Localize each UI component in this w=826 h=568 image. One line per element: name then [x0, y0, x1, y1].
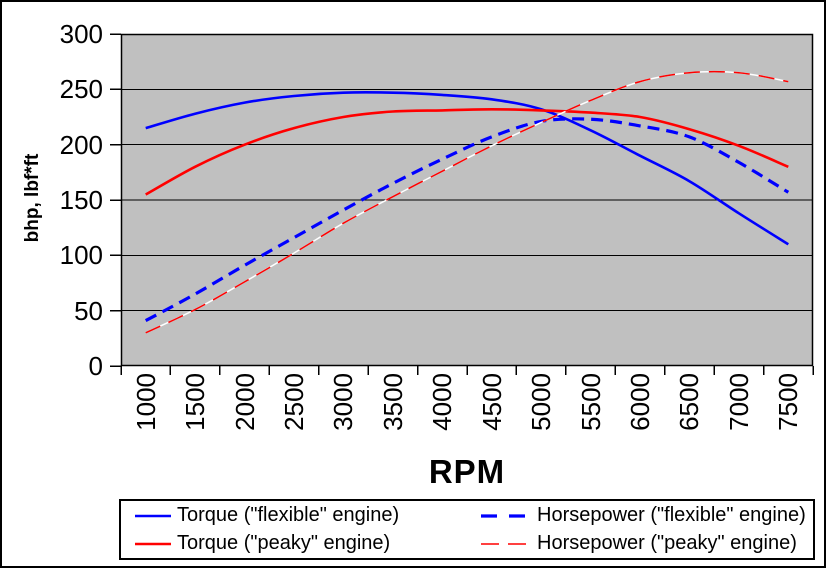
x-tick-label: 4500	[476, 373, 507, 431]
x-tick-label: 5000	[526, 373, 557, 431]
legend: Torque ("flexible" engine) Horsepower ("f…	[119, 499, 815, 560]
legend-swatch-line	[481, 513, 531, 518]
y-axis-title: bhp, lbf*ft	[22, 153, 43, 243]
plot-border	[120, 33, 814, 367]
legend-label: Torque ("flexible" engine)	[177, 504, 400, 526]
x-tick-label: 6500	[674, 373, 705, 431]
legend-item: Horsepower ("flexible" engine)	[481, 502, 813, 529]
x-axis-title: RPM	[428, 453, 506, 490]
x-tick-label: 7500	[773, 373, 804, 431]
x-tick-label: 3500	[377, 373, 408, 431]
x-tick-label: 2500	[279, 373, 309, 431]
y-tick-label: 150	[59, 185, 103, 215]
y-tick-label: 100	[59, 240, 103, 271]
series-line-3	[145, 70, 789, 334]
y-tick-label: 250	[59, 74, 103, 105]
y-tick-label: 200	[59, 129, 103, 160]
x-tick-label: 7000	[723, 373, 754, 431]
x-tick-label: 4000	[427, 373, 458, 431]
plot-svg	[110, 33, 814, 375]
legend-swatch-line	[135, 514, 171, 517]
legend-swatch-line	[481, 542, 531, 545]
legend-item: Horsepower ("peaky" engine)	[481, 530, 813, 557]
legend-swatch-line	[135, 542, 171, 545]
legend-item: Torque ("peaky" engine)	[135, 530, 481, 557]
x-tick-label: 3000	[328, 373, 359, 431]
y-tick-label: 0	[88, 351, 103, 381]
legend-label: Horsepower ("peaky" engine)	[537, 532, 797, 554]
y-tick-label: 300	[59, 19, 103, 49]
legend-item: Torque ("flexible" engine)	[135, 502, 481, 529]
legend-label: Horsepower ("flexible" engine)	[537, 504, 806, 526]
x-tick-label: 1500	[180, 373, 211, 431]
x-tick-label: 1000	[130, 373, 161, 431]
y-tick-label: 50	[74, 295, 103, 326]
x-tick-label: 2000	[229, 373, 260, 431]
series-line-2	[145, 107, 789, 196]
x-tick-label: 6000	[625, 373, 655, 431]
series-line-0	[145, 91, 789, 246]
x-tick-label: 5500	[575, 373, 606, 431]
legend-label: Torque ("peaky" engine)	[177, 532, 391, 554]
series-line-1	[144, 117, 790, 323]
